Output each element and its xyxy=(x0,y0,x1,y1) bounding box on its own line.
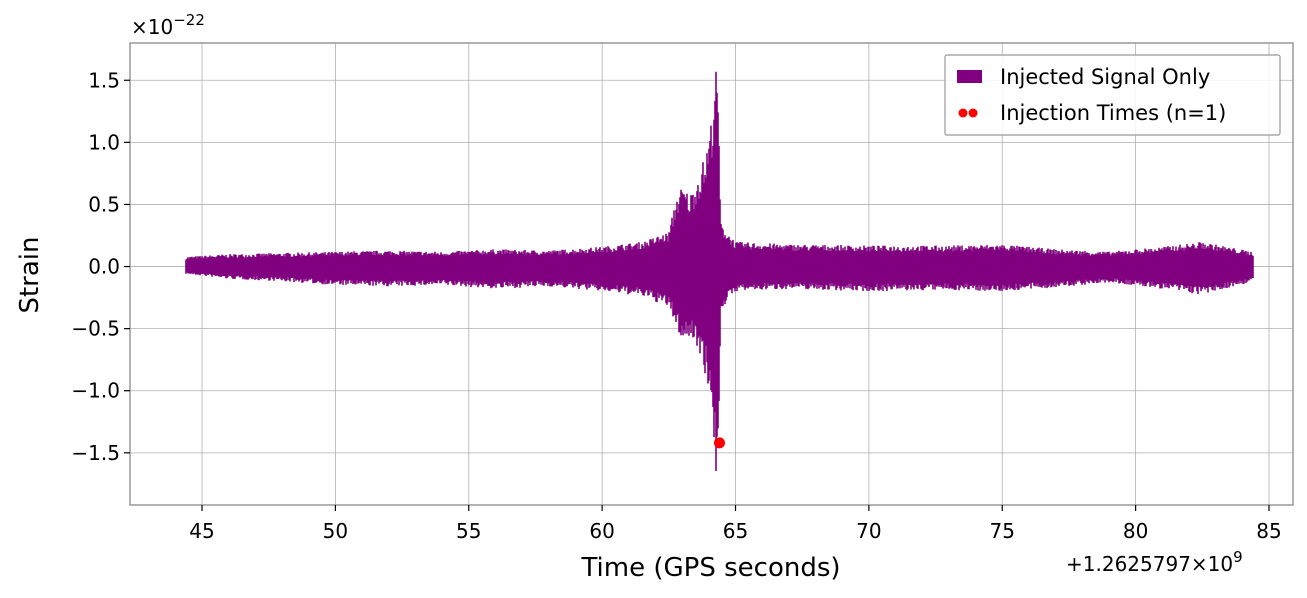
y-scale-factor: ×10−22 xyxy=(131,11,205,39)
x-offset-label: +1.2625797×109 xyxy=(1066,548,1243,576)
legend-label-injection-times: Injection Times (n=1) xyxy=(1000,101,1226,125)
legend-marker-injection-1 xyxy=(958,108,968,118)
x-tick-label: 50 xyxy=(323,519,348,543)
legend-label-injected-signal: Injected Signal Only xyxy=(1000,65,1210,89)
plot-series xyxy=(185,71,1254,471)
y-axis-label: Strain xyxy=(15,236,45,313)
y-tick-label: 0.0 xyxy=(88,255,120,279)
x-tick-label: 75 xyxy=(990,519,1015,543)
x-tick-label: 70 xyxy=(856,519,881,543)
legend-box xyxy=(944,54,1281,136)
x-tick-label: 45 xyxy=(189,519,214,543)
x-axis-ticks: 45 50 55 60 65 70 75 80 85 xyxy=(189,505,1282,543)
legend-marker-injection-2 xyxy=(968,108,978,118)
x-tick-label: 55 xyxy=(456,519,481,543)
x-tick-label: 85 xyxy=(1256,519,1281,543)
injection-time-point xyxy=(714,437,726,449)
plot-frame xyxy=(129,42,1294,506)
injected-signal-line xyxy=(185,71,1254,471)
legend: Injected Signal Only Injection Times (n=… xyxy=(944,54,1281,136)
y-axis-ticks: 1.5 1.0 0.5 0.0 −0.5 −1.0 −1.5 xyxy=(71,68,130,465)
y-tick-label: 1.5 xyxy=(88,68,120,92)
y-tick-label: −1.0 xyxy=(71,379,120,403)
y-tick-label: 0.5 xyxy=(88,192,120,216)
x-tick-label: 60 xyxy=(589,519,614,543)
y-tick-label: 1.0 xyxy=(88,130,120,154)
x-axis-label: Time (GPS seconds) xyxy=(580,553,840,583)
x-tick-label: 65 xyxy=(723,519,748,543)
legend-swatch-injected-signal xyxy=(957,70,982,83)
y-tick-label: −1.5 xyxy=(71,441,120,465)
y-tick-label: −0.5 xyxy=(71,317,120,341)
x-tick-label: 80 xyxy=(1123,519,1148,543)
